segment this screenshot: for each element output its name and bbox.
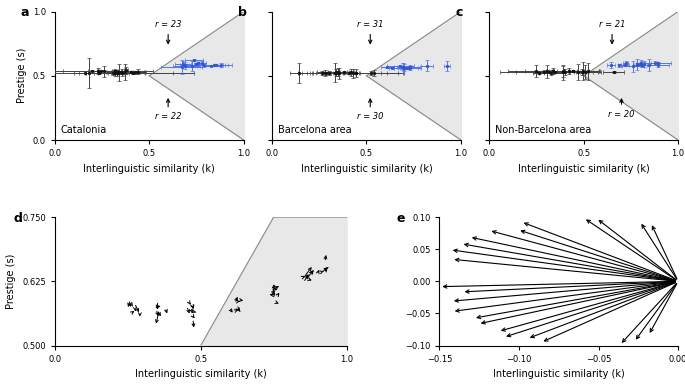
Y-axis label: Prestige (s): Prestige (s): [6, 254, 16, 309]
Text: r = 21: r = 21: [599, 20, 625, 43]
Text: d: d: [14, 212, 23, 225]
X-axis label: Interlinguistic similarity (k): Interlinguistic similarity (k): [518, 164, 649, 174]
Text: e: e: [397, 212, 405, 225]
Text: Non-Barcelona area: Non-Barcelona area: [495, 125, 591, 135]
Text: c: c: [456, 7, 462, 19]
Text: a: a: [21, 7, 29, 19]
Text: r = 31: r = 31: [357, 20, 384, 43]
X-axis label: Interlinguistic similarity (k): Interlinguistic similarity (k): [84, 164, 215, 174]
Text: r = 22: r = 22: [155, 99, 182, 121]
Text: r = 23: r = 23: [155, 20, 182, 43]
Text: Catalonia: Catalonia: [60, 125, 107, 135]
Y-axis label: Prestige (s): Prestige (s): [17, 48, 27, 103]
X-axis label: Interlinguistic similarity (k): Interlinguistic similarity (k): [135, 369, 266, 379]
Text: Barcelona area: Barcelona area: [277, 125, 351, 135]
Text: r = 20: r = 20: [608, 99, 635, 119]
X-axis label: Interlinguistic similarity (k): Interlinguistic similarity (k): [301, 164, 432, 174]
Text: b: b: [238, 7, 247, 19]
X-axis label: Interlinguistic similarity (k): Interlinguistic similarity (k): [493, 369, 625, 379]
Text: r = 30: r = 30: [357, 99, 384, 121]
